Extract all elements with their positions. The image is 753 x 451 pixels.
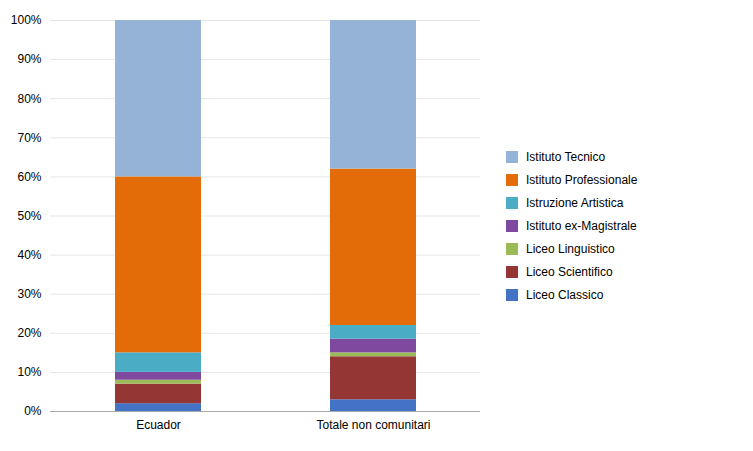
svg-text:20%: 20% bbox=[17, 326, 41, 340]
svg-text:60%: 60% bbox=[17, 170, 41, 184]
html-text:Liceo Scientifico: Liceo Scientifico bbox=[526, 264, 613, 279]
svg-text:30%: 30% bbox=[17, 287, 41, 301]
svg-text:Ecuador: Ecuador bbox=[136, 418, 181, 432]
html-text:Istruzione Artistica: Istruzione Artistica bbox=[526, 195, 624, 210]
svg-text:50%: 50% bbox=[17, 209, 41, 223]
svg-text:100%: 100% bbox=[11, 13, 42, 27]
html-text:Istituto ex-Magistrale: Istituto ex-Magistrale bbox=[526, 218, 637, 233]
svg-text:0%: 0% bbox=[24, 404, 42, 418]
svg-text:80%: 80% bbox=[17, 92, 41, 106]
svg-text:70%: 70% bbox=[17, 131, 41, 145]
svg-text:90%: 90% bbox=[17, 52, 41, 66]
svg-text:10%: 10% bbox=[17, 365, 41, 379]
svg-text:Totale non comunitari: Totale non comunitari bbox=[316, 418, 430, 432]
html-text:Liceo Classico: Liceo Classico bbox=[526, 287, 604, 302]
html-text:Istituto Professionale: Istituto Professionale bbox=[526, 172, 638, 187]
svg-text:40%: 40% bbox=[17, 248, 41, 262]
html-text:Liceo Linguistico: Liceo Linguistico bbox=[526, 241, 615, 256]
html-text:Istituto Tecnico: Istituto Tecnico bbox=[526, 149, 606, 164]
